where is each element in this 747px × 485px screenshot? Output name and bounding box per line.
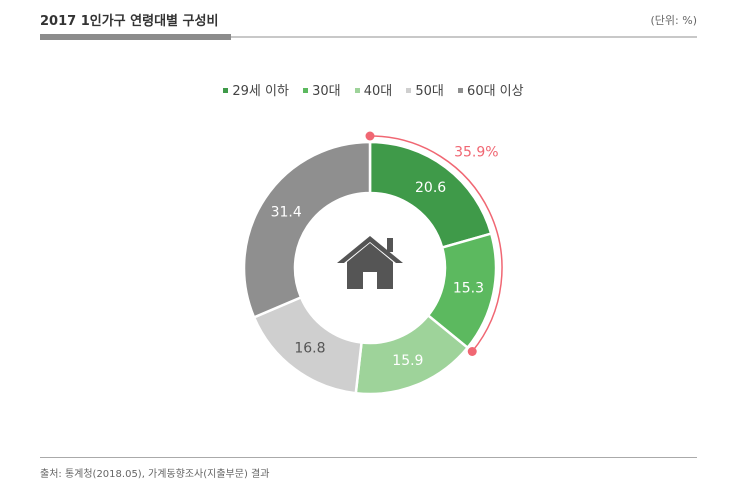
slice-value-label: 16.8 [294,341,325,357]
title-rule-dark [40,34,231,40]
slice-value-label: 15.9 [392,353,423,369]
legend-label: 60대 이상 [467,84,524,99]
donut-slice [242,140,372,319]
legend-item: 30대 [303,80,341,99]
legend-item: 60대 이상 [458,80,524,99]
legend-swatch [458,88,464,93]
slice-labels: 20.6 15.3 15.9 16.8 31.4 [271,180,484,369]
annotation-start-dot [365,131,375,141]
slice-value-label: 20.6 [415,180,446,196]
legend-label: 30대 [312,84,341,99]
legend-swatch [223,88,229,93]
donut-slices [242,140,498,396]
legend-swatch [354,88,360,93]
source-note: 출처: 통계청(2018.05), 가계동향조사(지출부문) 결과 [40,469,270,480]
unit-label: (단위: %) [650,14,697,27]
legend-swatch [406,88,412,93]
chart-legend: 29세 이하 30대 40대 50대 60대 이상 [0,80,747,99]
share-annotation: 35.9% [365,131,503,356]
chart-title: 2017 1인가구 연령대별 구성비 [40,14,219,29]
legend-swatch [303,88,309,93]
title-rule-light [231,36,697,38]
annotation-end-dot [467,346,477,356]
legend-item: 50대 [406,80,444,99]
slice-value-label: 15.3 [453,280,484,296]
legend-item: 29세 이하 [223,80,289,99]
legend-label: 29세 이하 [232,84,289,99]
house-icon [337,236,403,289]
legend-label: 50대 [415,84,444,99]
footer-rule [40,457,697,458]
legend-item: 40대 [354,80,393,99]
annotation-arc [369,135,503,352]
legend-label: 40대 [363,84,393,99]
slice-value-label: 31.4 [271,205,302,221]
annotation-label: 35.9% [454,144,498,160]
